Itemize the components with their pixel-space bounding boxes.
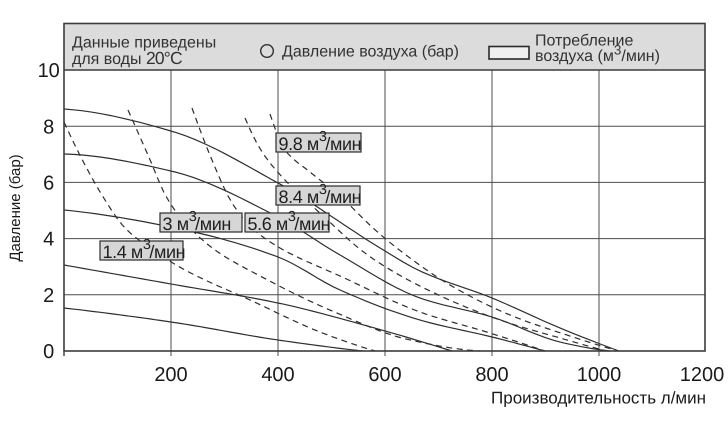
svg-text:9.8 м3/мин: 9.8 м3/мин [279,129,362,154]
svg-text:600: 600 [368,364,401,386]
svg-text:1000: 1000 [577,364,622,386]
svg-text:8: 8 [43,116,54,138]
svg-text:3 м3/мин: 3 м3/мин [163,209,231,234]
svg-text:воздуха (м3/мин): воздуха (м3/мин) [535,43,660,66]
svg-text:10: 10 [38,60,60,82]
svg-text:Производительность л/мин: Производительность л/мин [491,389,706,408]
svg-text:Давление (бар): Давление (бар) [7,154,24,261]
svg-text:Потребление: Потребление [535,33,633,50]
svg-text:200: 200 [154,364,187,386]
svg-text:для воды 20°C: для воды 20°C [72,48,182,68]
svg-text:6: 6 [43,173,54,195]
svg-text:4: 4 [43,229,54,251]
svg-text:2: 2 [43,285,54,307]
svg-text:0: 0 [43,341,54,363]
svg-text:1200: 1200 [680,364,725,386]
svg-text:Данные приведены: Данные приведены [72,35,216,52]
svg-text:400: 400 [261,364,294,386]
svg-text:Давление воздуха (бар): Давление воздуха (бар) [282,44,459,61]
svg-text:800: 800 [475,364,508,386]
